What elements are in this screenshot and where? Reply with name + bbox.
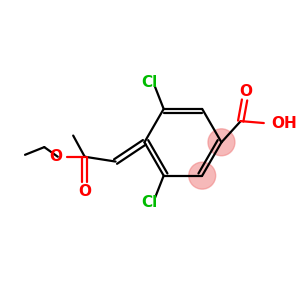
Text: Cl: Cl: [141, 74, 158, 89]
Circle shape: [189, 162, 216, 189]
Text: O: O: [239, 84, 252, 99]
Text: O: O: [78, 184, 91, 199]
Text: O: O: [50, 149, 63, 164]
Text: OH: OH: [272, 116, 297, 130]
Circle shape: [208, 129, 235, 156]
Text: Cl: Cl: [141, 195, 158, 210]
